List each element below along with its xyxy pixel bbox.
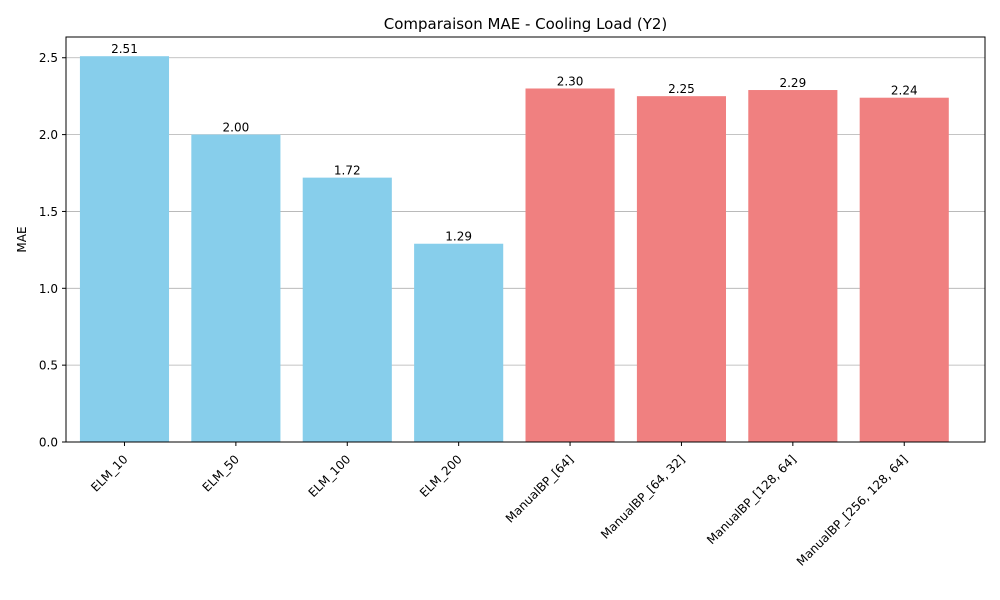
data-label: 2.00 (223, 121, 250, 135)
plot-frame (65, 36, 986, 443)
y-tick-label: 1.5 (39, 205, 58, 219)
y-tick-label: 2.5 (39, 51, 58, 65)
y-axis-ticks: 0.0 0.5 1.0 1.5 2.0 2.5 (39, 51, 66, 450)
data-label: 1.29 (445, 230, 472, 244)
data-label: 1.72 (334, 164, 361, 178)
bar (302, 177, 392, 442)
x-tick-label: ELM_10 (88, 452, 130, 494)
x-tick-label: ELM_100 (306, 452, 354, 500)
x-tick-label: ManualBP_[128, 64] (704, 452, 799, 547)
bar (636, 96, 727, 443)
x-tick-label: ELM_200 (417, 452, 465, 500)
data-label: 2.25 (668, 82, 695, 96)
y-axis-label: MAE (15, 226, 29, 252)
chart-title: Comparaison MAE - Cooling Load (Y2) (384, 15, 668, 33)
data-label: 2.24 (891, 84, 918, 98)
x-tick-label: ManualBP_[64] (503, 452, 576, 525)
bar (79, 56, 170, 442)
y-tick-label: 0.0 (39, 436, 58, 450)
data-label: 2.51 (111, 42, 138, 56)
y-tick-label: 1.0 (39, 282, 58, 296)
bar (748, 90, 838, 443)
bar (414, 243, 504, 442)
y-tick-label: 0.5 (39, 359, 58, 373)
data-label: 2.29 (779, 76, 806, 90)
bar (525, 88, 615, 442)
x-tick-label: ELM_50 (200, 452, 242, 494)
bars (79, 56, 949, 443)
bar (859, 97, 949, 442)
x-tick-label: ManualBP_[64, 32] (598, 452, 688, 542)
x-axis-ticks: ELM_10 ELM_50 ELM_100 ELM_200 ManualBP_[64] M… (88, 442, 910, 569)
x-tick-label: ManualBP_[256, 128, 64] (794, 452, 911, 569)
bar (191, 134, 281, 443)
y-tick-label: 2.0 (39, 128, 58, 142)
data-labels: 2.51 2.00 1.72 1.29 2.30 2.25 2.29 2.24 (111, 42, 917, 244)
data-label: 2.30 (557, 74, 584, 88)
